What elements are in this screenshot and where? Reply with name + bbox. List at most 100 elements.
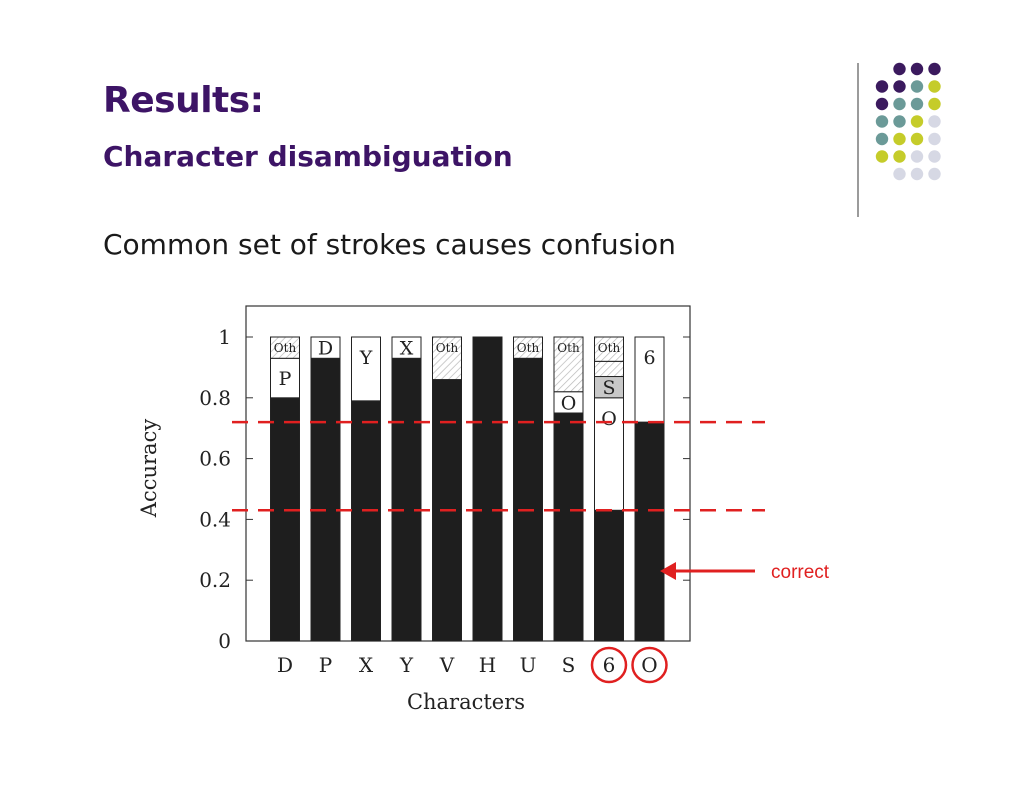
segment-label: D	[318, 338, 333, 360]
decor-dot	[928, 80, 941, 93]
bar-V: Oth	[432, 336, 462, 642]
bar-segment-other	[270, 336, 300, 359]
x-tick-label: X	[359, 653, 374, 677]
y-tick-label: 0.4	[199, 507, 231, 531]
decor-dot	[893, 97, 906, 111]
bar-segment-correct	[391, 357, 422, 642]
x-tick-label: P	[319, 653, 332, 677]
bar-segment-correct	[270, 397, 300, 642]
segment-label: P	[279, 368, 292, 390]
segment-label: 6	[643, 347, 655, 369]
segment-label: Oth	[517, 341, 540, 355]
bar-segment-correct	[513, 357, 543, 642]
bar-segment-confusion	[270, 357, 300, 399]
decor-dot	[893, 115, 906, 128]
axis-layer: 0 0.2 0.4 0.6 0.8 1 D P X Y V H U S 6 O	[199, 325, 690, 684]
y-tick-label: 0	[218, 629, 231, 653]
bar-H	[472, 336, 503, 642]
bar-X: Y	[351, 336, 381, 642]
decor-dot	[893, 80, 906, 93]
segment-label: O	[601, 408, 617, 430]
decor-dot	[875, 150, 889, 163]
bar-P: D	[310, 336, 341, 642]
segment-label: Oth	[436, 341, 459, 355]
bar-6: OS Oth	[594, 336, 624, 642]
x-tick-highlight-circle	[631, 646, 668, 684]
decor-dot	[928, 132, 941, 146]
x-tick-highlight-circle	[590, 646, 628, 684]
bar-segment-correct	[553, 412, 584, 642]
bar-segment-correct	[310, 357, 341, 642]
y-tick-label: 0.2	[199, 568, 231, 592]
decor-dot	[875, 80, 889, 93]
x-tick-label: D	[277, 653, 293, 677]
decor-dot	[910, 80, 924, 93]
y-tick-label: 1	[218, 325, 231, 349]
bar-S: O Oth	[553, 336, 584, 642]
decor-dot	[893, 150, 906, 163]
y-tick-label: 0.8	[199, 386, 231, 410]
slide-subtitle: Character disambiguation	[103, 140, 513, 173]
slide-body-text: Common set of strokes causes confusion	[103, 228, 676, 261]
x-axis-label: Characters	[407, 690, 525, 714]
decor-dot	[910, 97, 924, 111]
decor-dot	[893, 132, 906, 146]
segment-label: X	[400, 338, 414, 360]
bar-Y: X	[391, 336, 422, 642]
decor-dot	[928, 97, 941, 111]
segment-label: Y	[359, 347, 373, 369]
bar-segment-correct	[594, 509, 624, 642]
bar-segment-other	[553, 336, 584, 393]
x-tick-label: S	[562, 653, 576, 677]
bar-O: 6	[634, 336, 665, 642]
x-tick-label: O	[641, 653, 657, 677]
y-axis-label: Accuracy	[137, 419, 161, 519]
x-tick-label: 6	[603, 653, 616, 677]
decor-dot	[875, 132, 889, 146]
decor-dot	[928, 167, 941, 181]
bar-segment-confusion	[351, 336, 381, 402]
segment-label: Oth	[274, 341, 297, 355]
decor-dot	[875, 97, 889, 111]
bar-segment-confusion	[594, 397, 624, 511]
segment-label: Oth	[557, 341, 580, 355]
decor-dot	[893, 62, 906, 76]
bar-segment-confusion	[634, 336, 665, 423]
bar-segment-correct	[472, 336, 503, 642]
slide-title: Results:	[103, 80, 264, 121]
bar-segment-other	[594, 360, 624, 378]
segment-label: Oth	[598, 341, 621, 355]
decor-dot	[928, 115, 941, 128]
bar-segment-correct	[351, 400, 381, 642]
decor-dot	[875, 115, 889, 128]
y-tick-label: 0.6	[199, 447, 231, 471]
bar-D: P Oth	[270, 336, 300, 642]
bar-segment-other	[432, 336, 462, 381]
decor-dot	[928, 62, 941, 76]
bar-U: Oth	[513, 336, 543, 642]
reference-lines-layer	[232, 420, 765, 512]
bar-segment-confusion	[310, 336, 341, 359]
x-tick-label: V	[439, 653, 455, 677]
plot-frame	[245, 305, 691, 642]
decor-dot	[928, 150, 941, 163]
segment-label: S	[602, 377, 615, 399]
decor-dot	[910, 115, 924, 128]
decor-dot	[910, 150, 924, 163]
annotation-label: correct	[771, 562, 830, 583]
decor-dots-group	[875, 62, 941, 181]
bar-segment-other	[513, 336, 543, 359]
x-tick-label: Y	[399, 653, 414, 677]
x-tick-label: U	[520, 653, 537, 677]
decor-dot	[893, 167, 906, 181]
bar-segment-correct	[634, 421, 665, 642]
bar-segment-confusion	[391, 336, 422, 359]
bar-segment-other	[594, 336, 624, 362]
decor-dot	[910, 167, 924, 181]
decor-dot	[910, 62, 924, 76]
annotation-arrow-head	[660, 562, 676, 580]
decorative-dot-pattern	[857, 62, 941, 217]
correct-annotation: correct	[660, 562, 830, 583]
